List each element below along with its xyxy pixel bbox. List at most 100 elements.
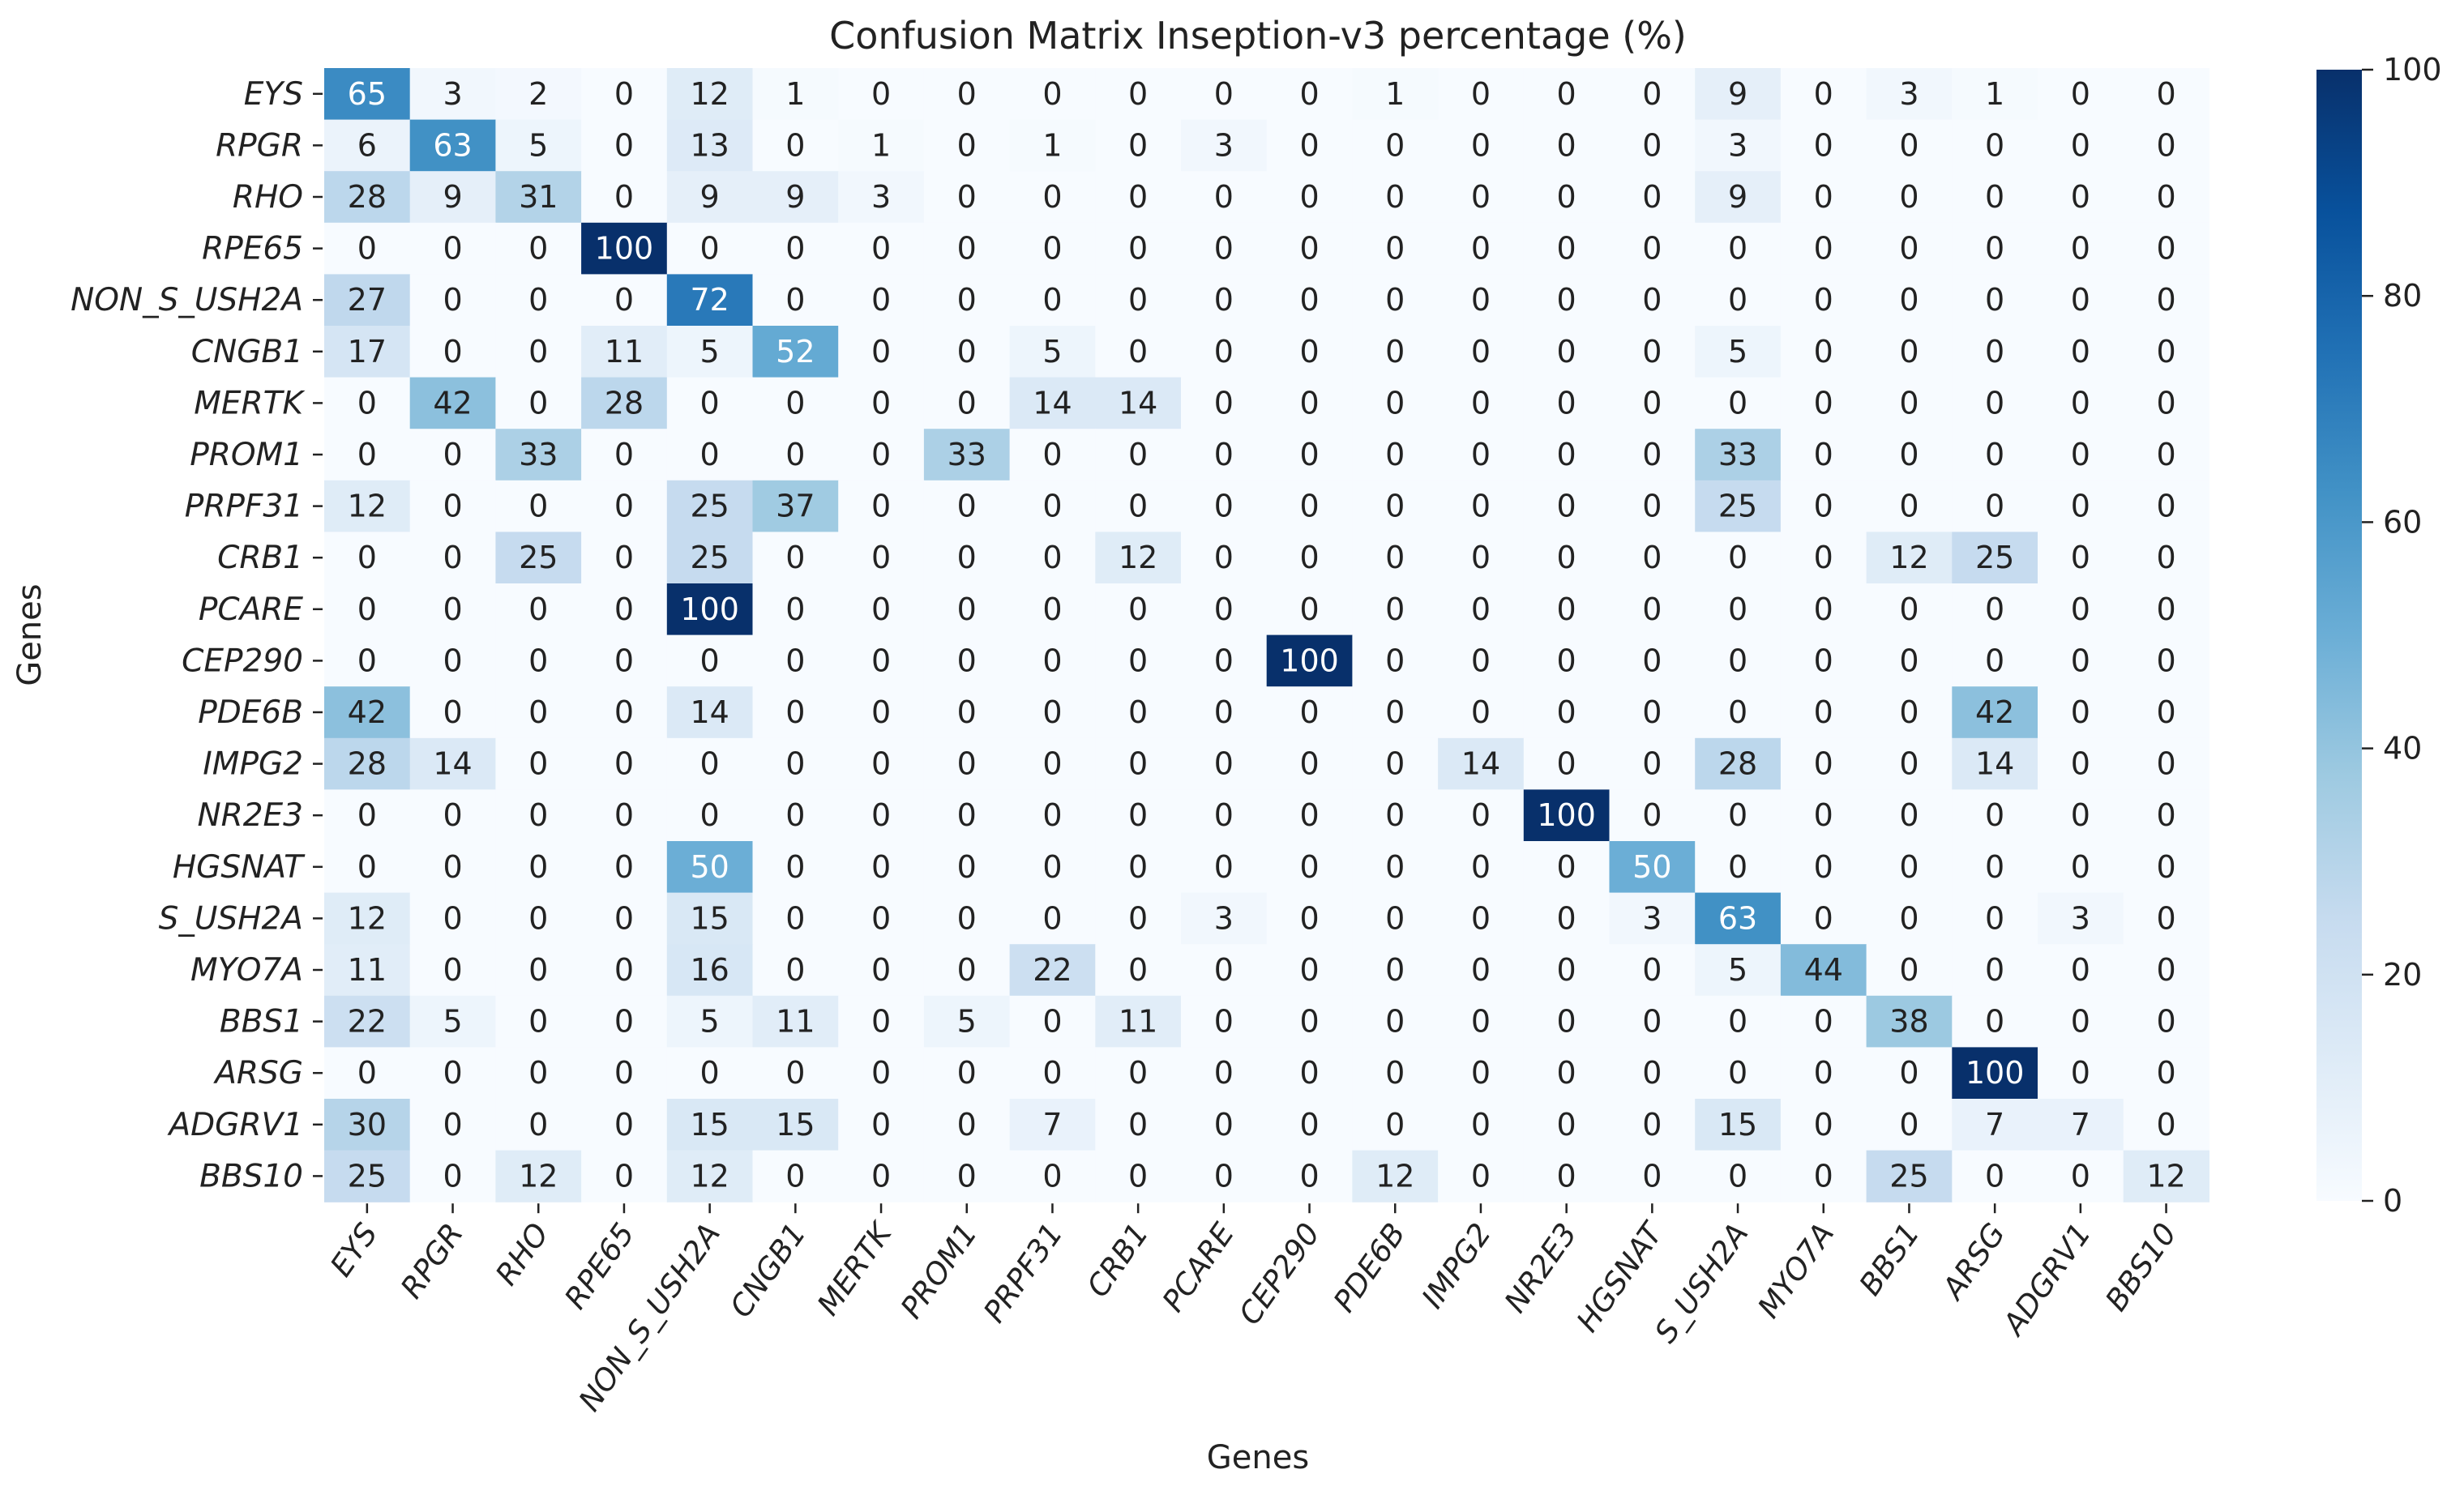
- heatmap-cell-value: 0: [957, 540, 977, 575]
- heatmap-cell: [1095, 634, 1182, 687]
- heatmap-cell-value: 3: [1214, 900, 1234, 936]
- heatmap-cell: [1523, 377, 1611, 429]
- heatmap-cell-value: 28: [1718, 746, 1757, 782]
- heatmap-cell: [1523, 274, 1611, 327]
- heatmap-cell: [1181, 737, 1268, 790]
- heatmap-cell: [1780, 1047, 1867, 1100]
- heatmap-cell-value: 0: [1814, 540, 1833, 575]
- heatmap-cell-value: 0: [1471, 179, 1491, 215]
- heatmap-cell: [409, 1099, 496, 1151]
- heatmap-cell: [1095, 532, 1182, 584]
- heatmap-cell: [2038, 480, 2124, 532]
- heatmap-cell-value: 14: [690, 694, 729, 730]
- heatmap-cell: [2038, 119, 2124, 172]
- heatmap-cell: [838, 995, 925, 1048]
- heatmap-cell-value: 0: [2156, 694, 2175, 730]
- heatmap-cell-value: 0: [1385, 1055, 1405, 1091]
- heatmap-cell-value: 0: [1814, 385, 1833, 421]
- heatmap-cell-value: 0: [871, 282, 891, 318]
- heatmap-cell-value: 0: [614, 489, 634, 524]
- heatmap-cell-value: 12: [348, 489, 387, 524]
- heatmap-cell: [923, 1099, 1011, 1151]
- heatmap-cell-value: 0: [1899, 592, 1919, 627]
- heatmap-cell-value: 0: [1642, 282, 1662, 318]
- heatmap-cell-value: 7: [1042, 1107, 1062, 1143]
- heatmap-cell: [1866, 429, 1953, 481]
- heatmap-cell-value: 0: [528, 385, 548, 421]
- heatmap-cell-value: 0: [957, 900, 977, 936]
- heatmap-cell-value: 9: [700, 179, 720, 215]
- heatmap-cell-value: 3: [871, 179, 891, 215]
- heatmap-cell: [838, 583, 925, 636]
- heatmap-cell: [1609, 944, 1696, 997]
- heatmap-cell-value: 3: [1899, 76, 1919, 112]
- heatmap-cell-value: 0: [871, 231, 891, 267]
- heatmap-cell: [666, 583, 754, 636]
- heatmap-cell: [2123, 480, 2209, 532]
- heatmap-cell-value: 0: [443, 437, 462, 472]
- heatmap-cell: [1095, 1099, 1182, 1151]
- x-tick-label: PRPF31: [977, 1217, 1070, 1329]
- heatmap-cell: [2038, 995, 2124, 1048]
- heatmap-cell: [1181, 429, 1268, 481]
- heatmap-cell: [1266, 686, 1353, 739]
- heatmap-cell-value: 15: [776, 1107, 815, 1143]
- heatmap-cell: [324, 171, 411, 224]
- heatmap-cell-value: 0: [1042, 489, 1062, 524]
- heatmap-cell: [666, 1099, 754, 1151]
- heatmap-cell-value: 0: [957, 746, 977, 782]
- heatmap-cell: [1181, 892, 1268, 945]
- colorbar-tick-label: 100: [2383, 52, 2442, 88]
- heatmap-cell-value: 0: [528, 231, 548, 267]
- heatmap-cell-value: 0: [2156, 127, 2175, 163]
- heatmap-cell: [2123, 171, 2209, 224]
- y-tick-label: RPGR: [216, 127, 303, 164]
- heatmap-cell: [495, 326, 582, 378]
- heatmap-cell-value: 0: [2071, 1004, 2090, 1040]
- heatmap-cell-value: 0: [2071, 592, 2090, 627]
- heatmap-cell-value: 30: [348, 1107, 387, 1143]
- heatmap-cell: [752, 944, 839, 997]
- heatmap-cell: [1266, 892, 1353, 945]
- heatmap-cell: [1866, 274, 1953, 327]
- heatmap-cell-value: 0: [1642, 1107, 1662, 1143]
- heatmap-cell: [495, 274, 582, 327]
- heatmap-cell-value: 0: [357, 1055, 377, 1091]
- heatmap-cell: [1266, 995, 1353, 1048]
- heatmap-cell: [2123, 377, 2209, 429]
- heatmap-cell: [409, 1047, 496, 1100]
- heatmap-cell: [1009, 480, 1096, 532]
- heatmap-cell-value: 0: [957, 1055, 977, 1091]
- heatmap-cell-value: 0: [1814, 797, 1833, 833]
- heatmap-cell-value: 0: [957, 179, 977, 215]
- heatmap-cell-value: 0: [871, 1107, 891, 1143]
- heatmap-cell: [1866, 892, 1953, 945]
- heatmap-cell: [1438, 429, 1525, 481]
- heatmap-cell: [923, 532, 1011, 584]
- heatmap-cell-value: 0: [1471, 952, 1491, 988]
- heatmap-cell: [1352, 789, 1439, 842]
- heatmap-cell-value: 0: [1642, 746, 1662, 782]
- heatmap-cell-value: 0: [1214, 694, 1234, 730]
- heatmap-cell-value: 0: [1214, 746, 1234, 782]
- heatmap-cell: [1009, 789, 1096, 842]
- heatmap-cell: [324, 1047, 411, 1100]
- heatmap-cell: [1780, 429, 1867, 481]
- heatmap-cell: [1438, 119, 1525, 172]
- heatmap-cell: [1352, 634, 1439, 687]
- heatmap-cell: [1438, 1047, 1525, 1100]
- heatmap-cell-value: 15: [690, 900, 729, 936]
- heatmap-cell-value: 0: [957, 797, 977, 833]
- heatmap-cell: [923, 583, 1011, 636]
- heatmap-cell: [2123, 68, 2209, 121]
- heatmap-cell: [409, 1150, 496, 1202]
- heatmap-cell-value: 16: [690, 952, 729, 988]
- heatmap-cell: [923, 171, 1011, 224]
- heatmap-cell-value: 0: [1385, 694, 1405, 730]
- heatmap-cell-value: 0: [1814, 746, 1833, 782]
- heatmap-cell-value: 0: [1128, 694, 1148, 730]
- heatmap-cell-value: 52: [776, 334, 815, 369]
- heatmap-cell: [1609, 892, 1696, 945]
- heatmap-cell: [1695, 583, 1782, 636]
- heatmap-cell: [1009, 841, 1096, 894]
